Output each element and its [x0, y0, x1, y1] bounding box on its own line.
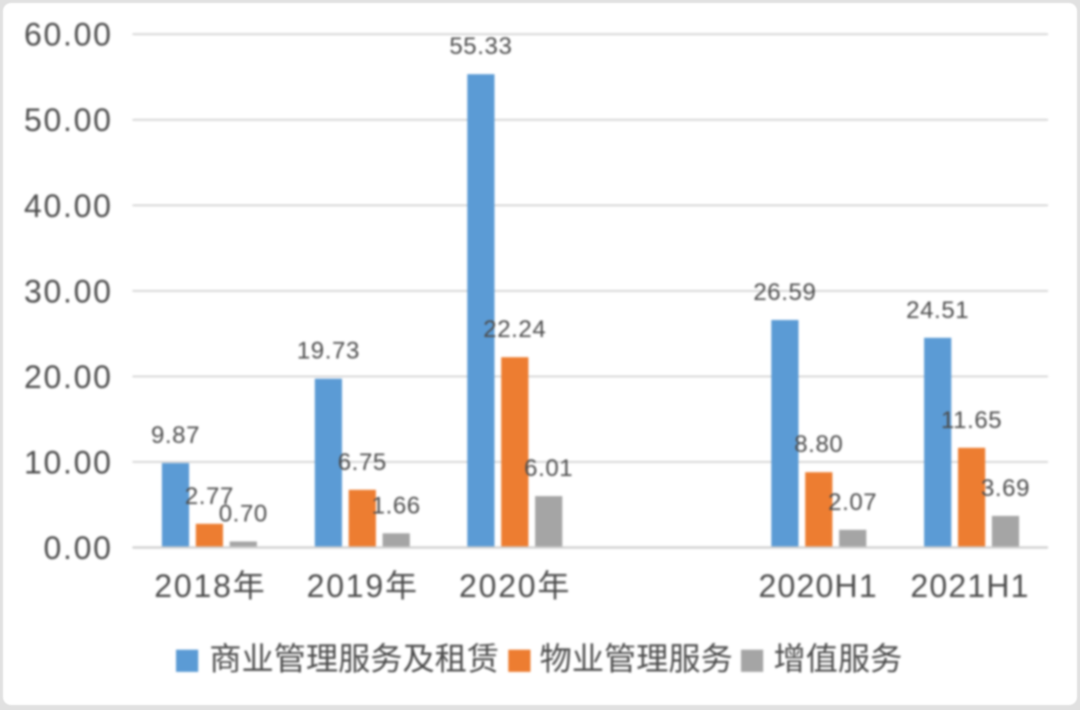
- svg-text:2020H1: 2020H1: [759, 568, 878, 604]
- svg-text:50.00: 50.00: [24, 102, 113, 138]
- svg-text:8.80: 8.80: [794, 431, 843, 458]
- svg-text:2020: 2020: [459, 568, 537, 604]
- svg-text:11.65: 11.65: [941, 407, 1002, 434]
- svg-text:19.73: 19.73: [297, 338, 360, 365]
- svg-text:40.00: 40.00: [24, 188, 113, 224]
- svg-text:2019: 2019: [307, 568, 385, 604]
- svg-text:6.75: 6.75: [338, 449, 387, 476]
- svg-text:20.00: 20.00: [24, 359, 113, 395]
- svg-text:30.00: 30.00: [24, 273, 113, 309]
- svg-text:0.00: 0.00: [44, 530, 113, 566]
- svg-text:3.69: 3.69: [981, 475, 1030, 502]
- svg-text:1.66: 1.66: [372, 492, 421, 519]
- svg-text:2.07: 2.07: [828, 489, 877, 516]
- svg-text:55.33: 55.33: [449, 33, 512, 60]
- svg-text:2.77: 2.77: [185, 483, 234, 510]
- svg-text:22.24: 22.24: [483, 316, 546, 343]
- svg-text:10.00: 10.00: [24, 444, 113, 480]
- svg-text:0.70: 0.70: [219, 501, 268, 528]
- svg-text:2018: 2018: [154, 568, 232, 604]
- svg-text:26.59: 26.59: [753, 279, 816, 306]
- svg-text:60.00: 60.00: [24, 17, 113, 53]
- svg-text:9.87: 9.87: [151, 422, 200, 449]
- svg-text:6.01: 6.01: [524, 455, 573, 482]
- svg-text:24.51: 24.51: [906, 297, 969, 324]
- svg-text:2021H1: 2021H1: [910, 568, 1029, 604]
